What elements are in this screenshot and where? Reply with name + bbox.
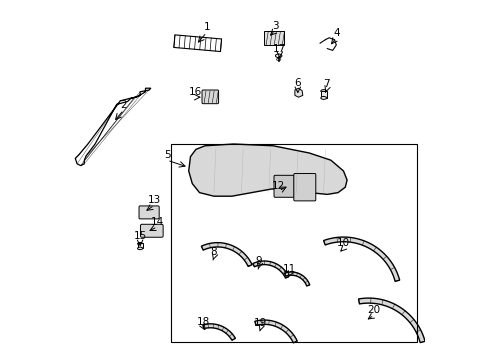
Bar <box>137 243 142 248</box>
Polygon shape <box>203 324 235 340</box>
Text: 5: 5 <box>163 150 170 160</box>
Text: 14: 14 <box>150 217 163 227</box>
Text: 17: 17 <box>273 44 286 54</box>
Polygon shape <box>358 298 424 343</box>
Text: 13: 13 <box>147 195 161 205</box>
Text: 3: 3 <box>271 21 278 31</box>
Text: 15: 15 <box>133 231 146 241</box>
Bar <box>264 31 284 45</box>
Text: 16: 16 <box>189 87 202 97</box>
Ellipse shape <box>137 243 142 245</box>
FancyBboxPatch shape <box>273 175 294 197</box>
Text: 9: 9 <box>255 256 262 266</box>
Ellipse shape <box>320 90 326 93</box>
Text: 20: 20 <box>367 305 380 315</box>
Polygon shape <box>188 144 346 196</box>
FancyBboxPatch shape <box>139 206 159 219</box>
Polygon shape <box>201 243 252 266</box>
Ellipse shape <box>137 247 142 250</box>
Text: 12: 12 <box>271 181 285 191</box>
Text: 7: 7 <box>323 79 329 89</box>
Bar <box>170 144 416 342</box>
FancyBboxPatch shape <box>140 224 163 237</box>
Ellipse shape <box>320 96 326 99</box>
Polygon shape <box>284 272 309 286</box>
Text: 10: 10 <box>336 238 349 248</box>
Text: 11: 11 <box>282 264 296 274</box>
Bar <box>320 91 326 98</box>
Ellipse shape <box>275 54 282 58</box>
Text: 6: 6 <box>294 78 301 88</box>
Text: 19: 19 <box>254 318 267 328</box>
Polygon shape <box>294 88 302 97</box>
Text: 18: 18 <box>196 316 209 327</box>
Text: 1: 1 <box>203 22 209 32</box>
FancyBboxPatch shape <box>202 90 218 104</box>
Polygon shape <box>252 261 288 278</box>
Text: 8: 8 <box>210 247 217 257</box>
FancyBboxPatch shape <box>293 174 315 201</box>
Text: 4: 4 <box>332 28 339 38</box>
Text: 2: 2 <box>121 100 127 110</box>
Polygon shape <box>254 320 297 343</box>
Polygon shape <box>323 237 399 282</box>
